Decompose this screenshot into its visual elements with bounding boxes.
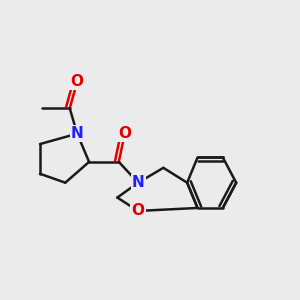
Text: N: N	[71, 126, 84, 141]
Text: O: O	[118, 126, 131, 141]
Text: O: O	[132, 203, 145, 218]
Text: O: O	[71, 74, 84, 89]
Text: N: N	[132, 175, 145, 190]
